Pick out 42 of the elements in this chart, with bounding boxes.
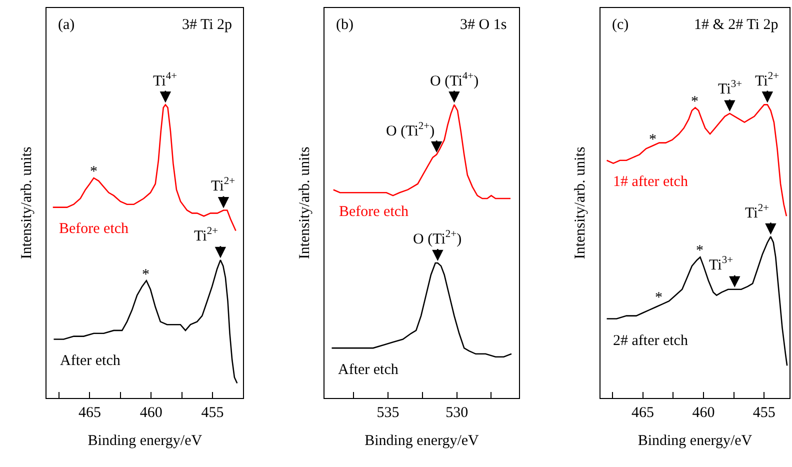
x-axis-title: Binding energy/eV xyxy=(638,432,752,449)
annotation: O (Ti$^{4+}$) xyxy=(430,71,479,90)
x-axis-title: Binding energy/eV xyxy=(364,432,480,449)
x-tick-label: 455 xyxy=(752,404,776,421)
text: 3# O 1s xyxy=(460,17,507,33)
y-axis-title: Intensity/arb. units xyxy=(18,146,35,260)
x-tick-label: 465 xyxy=(632,404,654,421)
x-tick-label: 460 xyxy=(692,404,715,421)
annotation: * xyxy=(90,164,98,180)
annotation: Ti$^{4+}$ xyxy=(153,71,178,90)
series-label: Before etch xyxy=(339,204,410,220)
series-label: After etch xyxy=(60,353,121,369)
annotation: Ti$^{2+}$ xyxy=(755,71,780,90)
annotation: O (Ti$^{2+}$) xyxy=(386,121,435,140)
annotation: Ti$^{2+}$ xyxy=(211,176,236,194)
x-axis-title: Binding energy/eV xyxy=(88,432,202,449)
x-tick-label: 465 xyxy=(78,404,101,421)
annotation: * xyxy=(655,290,662,306)
series-label: 1# after etch xyxy=(613,174,688,190)
series-label: Before etch xyxy=(59,221,130,237)
annotation: * xyxy=(142,267,150,283)
annotation: * xyxy=(696,243,704,259)
series-label: After etch xyxy=(338,362,399,378)
x-tick-label: 535 xyxy=(376,404,400,421)
annotation: * xyxy=(649,132,656,148)
series-label: 2# after etch xyxy=(613,333,688,349)
annotation: Ti$^{2+}$ xyxy=(194,226,218,244)
text: (c) xyxy=(612,17,629,33)
annotation: * xyxy=(691,94,698,110)
text: (b) xyxy=(336,17,354,33)
y-axis-title: Intensity/arb. units xyxy=(296,146,313,260)
y-axis-title: Intensity/arb. units xyxy=(572,146,588,260)
text: (a) xyxy=(58,17,75,33)
x-tick-label: 460 xyxy=(140,404,162,421)
text: 3# Ti 2p xyxy=(182,17,232,33)
annotation: Ti$^{2+}$ xyxy=(745,203,770,222)
x-tick-label: 530 xyxy=(446,404,468,421)
x-tick-label: 455 xyxy=(201,404,224,421)
annotation: Ti$^{3+}$ xyxy=(709,255,734,274)
annotation: O (Ti$^{2+}$) xyxy=(413,229,462,248)
text: 1# & 2# Ti 2p xyxy=(694,17,778,33)
annotation: Ti$^{3+}$ xyxy=(718,79,742,98)
